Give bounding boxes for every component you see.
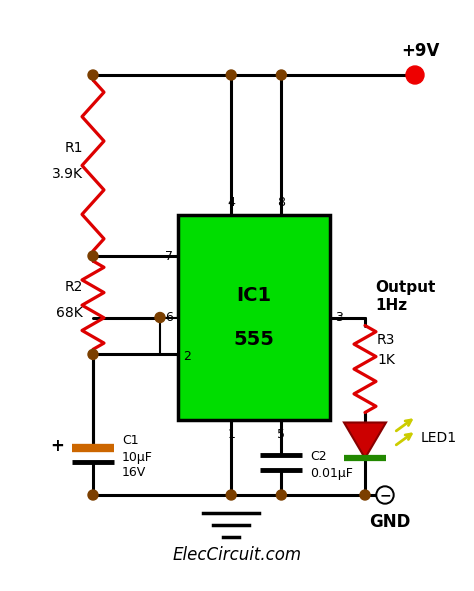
Text: 3: 3: [335, 311, 343, 324]
Text: 10μF: 10μF: [122, 450, 153, 463]
Text: −: −: [379, 488, 391, 502]
Text: ElecCircuit.com: ElecCircuit.com: [173, 546, 301, 564]
Circle shape: [88, 490, 98, 500]
Circle shape: [226, 490, 236, 500]
Text: C2: C2: [310, 450, 327, 463]
Text: 6: 6: [165, 311, 173, 324]
Text: LED1: LED1: [421, 430, 457, 444]
Text: 8: 8: [277, 196, 285, 209]
Text: R1: R1: [64, 141, 83, 154]
Text: IC1: IC1: [237, 286, 272, 305]
Text: 1Hz: 1Hz: [375, 298, 407, 313]
Text: 7: 7: [165, 249, 173, 262]
Text: R3: R3: [377, 333, 395, 348]
Text: +: +: [50, 437, 64, 455]
Circle shape: [406, 66, 424, 84]
Circle shape: [276, 70, 286, 80]
Circle shape: [88, 349, 98, 359]
Circle shape: [155, 313, 165, 323]
Circle shape: [276, 490, 286, 500]
Circle shape: [88, 70, 98, 80]
Text: Output: Output: [375, 280, 436, 295]
Text: 68K: 68K: [56, 306, 83, 320]
Text: 2: 2: [183, 350, 191, 363]
Circle shape: [376, 486, 394, 504]
Text: 1: 1: [227, 428, 235, 441]
Text: 555: 555: [234, 330, 274, 349]
Text: R2: R2: [64, 280, 83, 294]
Text: 3.9K: 3.9K: [52, 167, 83, 180]
Circle shape: [378, 488, 392, 502]
Bar: [160, 317, 178, 355]
Text: 1K: 1K: [377, 353, 395, 368]
Text: 16V: 16V: [122, 466, 146, 479]
Text: GND: GND: [369, 513, 410, 531]
Circle shape: [88, 251, 98, 261]
Text: C1: C1: [122, 434, 138, 447]
Text: 5: 5: [277, 428, 285, 441]
Text: 0.01μF: 0.01μF: [310, 466, 353, 479]
Text: 4: 4: [227, 196, 235, 209]
Polygon shape: [344, 423, 386, 458]
Text: +9V: +9V: [401, 42, 439, 60]
Circle shape: [360, 490, 370, 500]
Circle shape: [226, 70, 236, 80]
Bar: [178, 215, 330, 420]
